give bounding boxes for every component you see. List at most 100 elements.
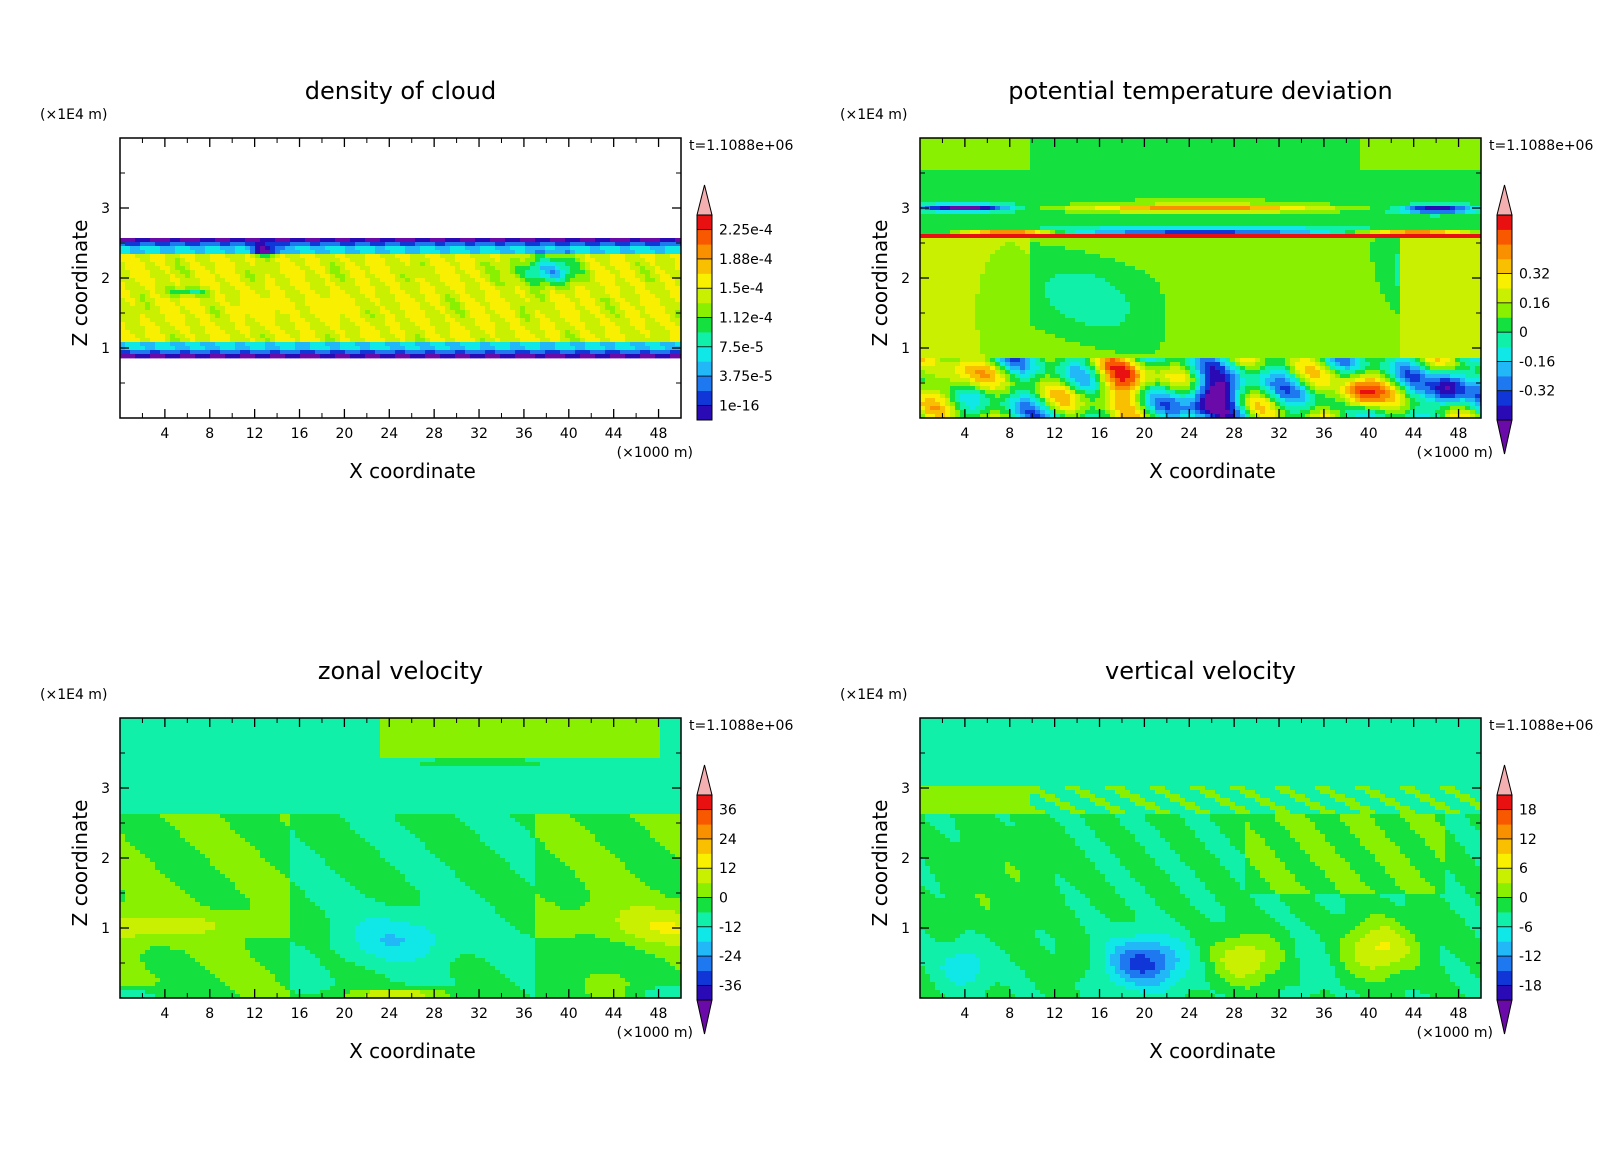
y-tick-label: 1	[901, 341, 910, 357]
x-tick-label: 4	[960, 426, 969, 442]
y-unit-label: (×1E4 m)	[840, 107, 907, 123]
y-tick-label: 1	[101, 921, 110, 937]
colorbar-label: 12	[719, 861, 737, 877]
x-axis-label: X coordinate	[1149, 1039, 1276, 1063]
x-tick-label: 36	[1315, 1006, 1333, 1022]
x-tick-label: 36	[1315, 426, 1333, 442]
x-tick-label: 4	[160, 426, 169, 442]
y-tick-label: 2	[901, 271, 910, 287]
y-axis-label: Z coordinate	[868, 220, 892, 347]
colorbar-label: 0	[1519, 891, 1528, 907]
x-tick-label: 12	[246, 426, 264, 442]
colorbar: -0.32 -0.16 0 0.16 0.32	[1496, 184, 1555, 455]
panel-title: density of cloud	[305, 77, 496, 105]
y-tick-label: 1	[901, 921, 910, 937]
y-tick-label: 3	[101, 201, 110, 217]
colorbar-label: 24	[719, 832, 737, 848]
y-axis-label: Z coordinate	[68, 800, 92, 927]
panel-3: zonal velocity(×1E4 m)t=1.1088e+064 8 12 16…	[40, 657, 793, 1063]
time-label: t=1.1088e+06	[1489, 718, 1593, 734]
colorbar-label: 36	[719, 803, 737, 819]
x-tick-label: 20	[1135, 1006, 1153, 1022]
y-tick-label: 2	[101, 271, 110, 287]
x-tick-label: 40	[560, 1006, 578, 1022]
colorbar-label: 1.88e-4	[719, 252, 773, 268]
y-tick-label: 3	[901, 201, 910, 217]
x-tick-label: 32	[470, 1006, 488, 1022]
panel-title: zonal velocity	[318, 657, 483, 685]
x-tick-label: 28	[425, 1006, 443, 1022]
colorbar-label: 1.5e-4	[719, 281, 764, 297]
contour-field	[120, 238, 682, 359]
panel-title: vertical velocity	[1105, 657, 1296, 685]
x-tick-label: 8	[1005, 426, 1014, 442]
colorbar-label: -6	[1519, 920, 1533, 936]
colorbar-label: 1.12e-4	[719, 311, 773, 327]
x-axis-label: X coordinate	[349, 1039, 476, 1063]
colorbar-label: 2.25e-4	[719, 223, 773, 239]
x-axis-label: X coordinate	[349, 459, 476, 483]
colorbar-label: 3.75e-5	[719, 369, 773, 385]
y-unit-label: (×1E4 m)	[40, 687, 107, 703]
x-tick-label: 36	[515, 426, 533, 442]
y-tick-label: 1	[101, 341, 110, 357]
colorbar-label: 0.32	[1519, 267, 1550, 283]
x-tick-label: 4	[960, 1006, 969, 1022]
x-tick-label: 24	[380, 1006, 398, 1022]
colorbar-label: -18	[1519, 978, 1542, 994]
x-tick-label: 28	[425, 426, 443, 442]
colorbar: 1e-16 3.75e-5 7.5e-5 1.12e-4 1.5e-4 1.88e-4 2.…	[696, 184, 773, 421]
x-tick-label: 32	[470, 426, 488, 442]
y-tick-label: 3	[901, 781, 910, 797]
x-tick-label: 8	[205, 1006, 214, 1022]
x-tick-label: 28	[1225, 426, 1243, 442]
x-unit-label: (×1000 m)	[1417, 445, 1493, 461]
x-tick-label: 8	[205, 426, 214, 442]
x-tick-label: 4	[160, 1006, 169, 1022]
contour-field	[920, 718, 1482, 999]
x-tick-label: 40	[1360, 1006, 1378, 1022]
x-tick-label: 40	[1360, 426, 1378, 442]
colorbar-label: 0	[1519, 325, 1528, 341]
x-tick-label: 12	[1046, 1006, 1064, 1022]
x-tick-label: 44	[605, 1006, 623, 1022]
x-tick-label: 20	[335, 1006, 353, 1022]
x-tick-label: 20	[335, 426, 353, 442]
y-tick-label: 3	[101, 781, 110, 797]
colorbar-label: 0	[719, 891, 728, 907]
time-label: t=1.1088e+06	[689, 718, 793, 734]
colorbar-label: -12	[1519, 949, 1542, 965]
y-unit-label: (×1E4 m)	[40, 107, 107, 123]
x-unit-label: (×1000 m)	[1417, 1025, 1493, 1041]
x-tick-label: 16	[1091, 426, 1109, 442]
x-unit-label: (×1000 m)	[617, 445, 693, 461]
x-tick-label: 36	[515, 1006, 533, 1022]
colorbar-label: -36	[719, 978, 742, 994]
x-tick-label: 24	[1180, 426, 1198, 442]
x-tick-label: 24	[380, 426, 398, 442]
x-tick-label: 32	[1270, 426, 1288, 442]
time-label: t=1.1088e+06	[1489, 138, 1593, 154]
x-tick-label: 16	[291, 426, 309, 442]
x-tick-label: 16	[291, 1006, 309, 1022]
colorbar-label: -0.32	[1519, 384, 1555, 400]
panel-2: potential temperature deviation (×1E4 m) t…	[840, 77, 1593, 483]
y-tick-label: 2	[901, 851, 910, 867]
x-tick-label: 48	[650, 1006, 668, 1022]
x-tick-label: 44	[1405, 1006, 1423, 1022]
colorbar-label: 7.5e-5	[719, 340, 764, 356]
y-axis-label: Z coordinate	[68, 220, 92, 347]
colorbar-label: -12	[719, 920, 742, 936]
colorbar-label: -24	[719, 949, 742, 965]
colorbar: -36 -24 -12 0 12 24 36	[696, 764, 742, 1035]
colorbar-label: -0.16	[1519, 354, 1555, 370]
colorbar-label: 0.16	[1519, 296, 1550, 312]
x-tick-label: 20	[1135, 426, 1153, 442]
panel-4: vertical velocity(×1E4 m)t=1.1088e+064 8 1…	[840, 657, 1593, 1063]
x-tick-label: 12	[246, 1006, 264, 1022]
contour-field	[920, 138, 1482, 419]
colorbar-label: 18	[1519, 803, 1537, 819]
x-tick-label: 12	[1046, 426, 1064, 442]
colorbar-label: 1e-16	[719, 398, 759, 414]
